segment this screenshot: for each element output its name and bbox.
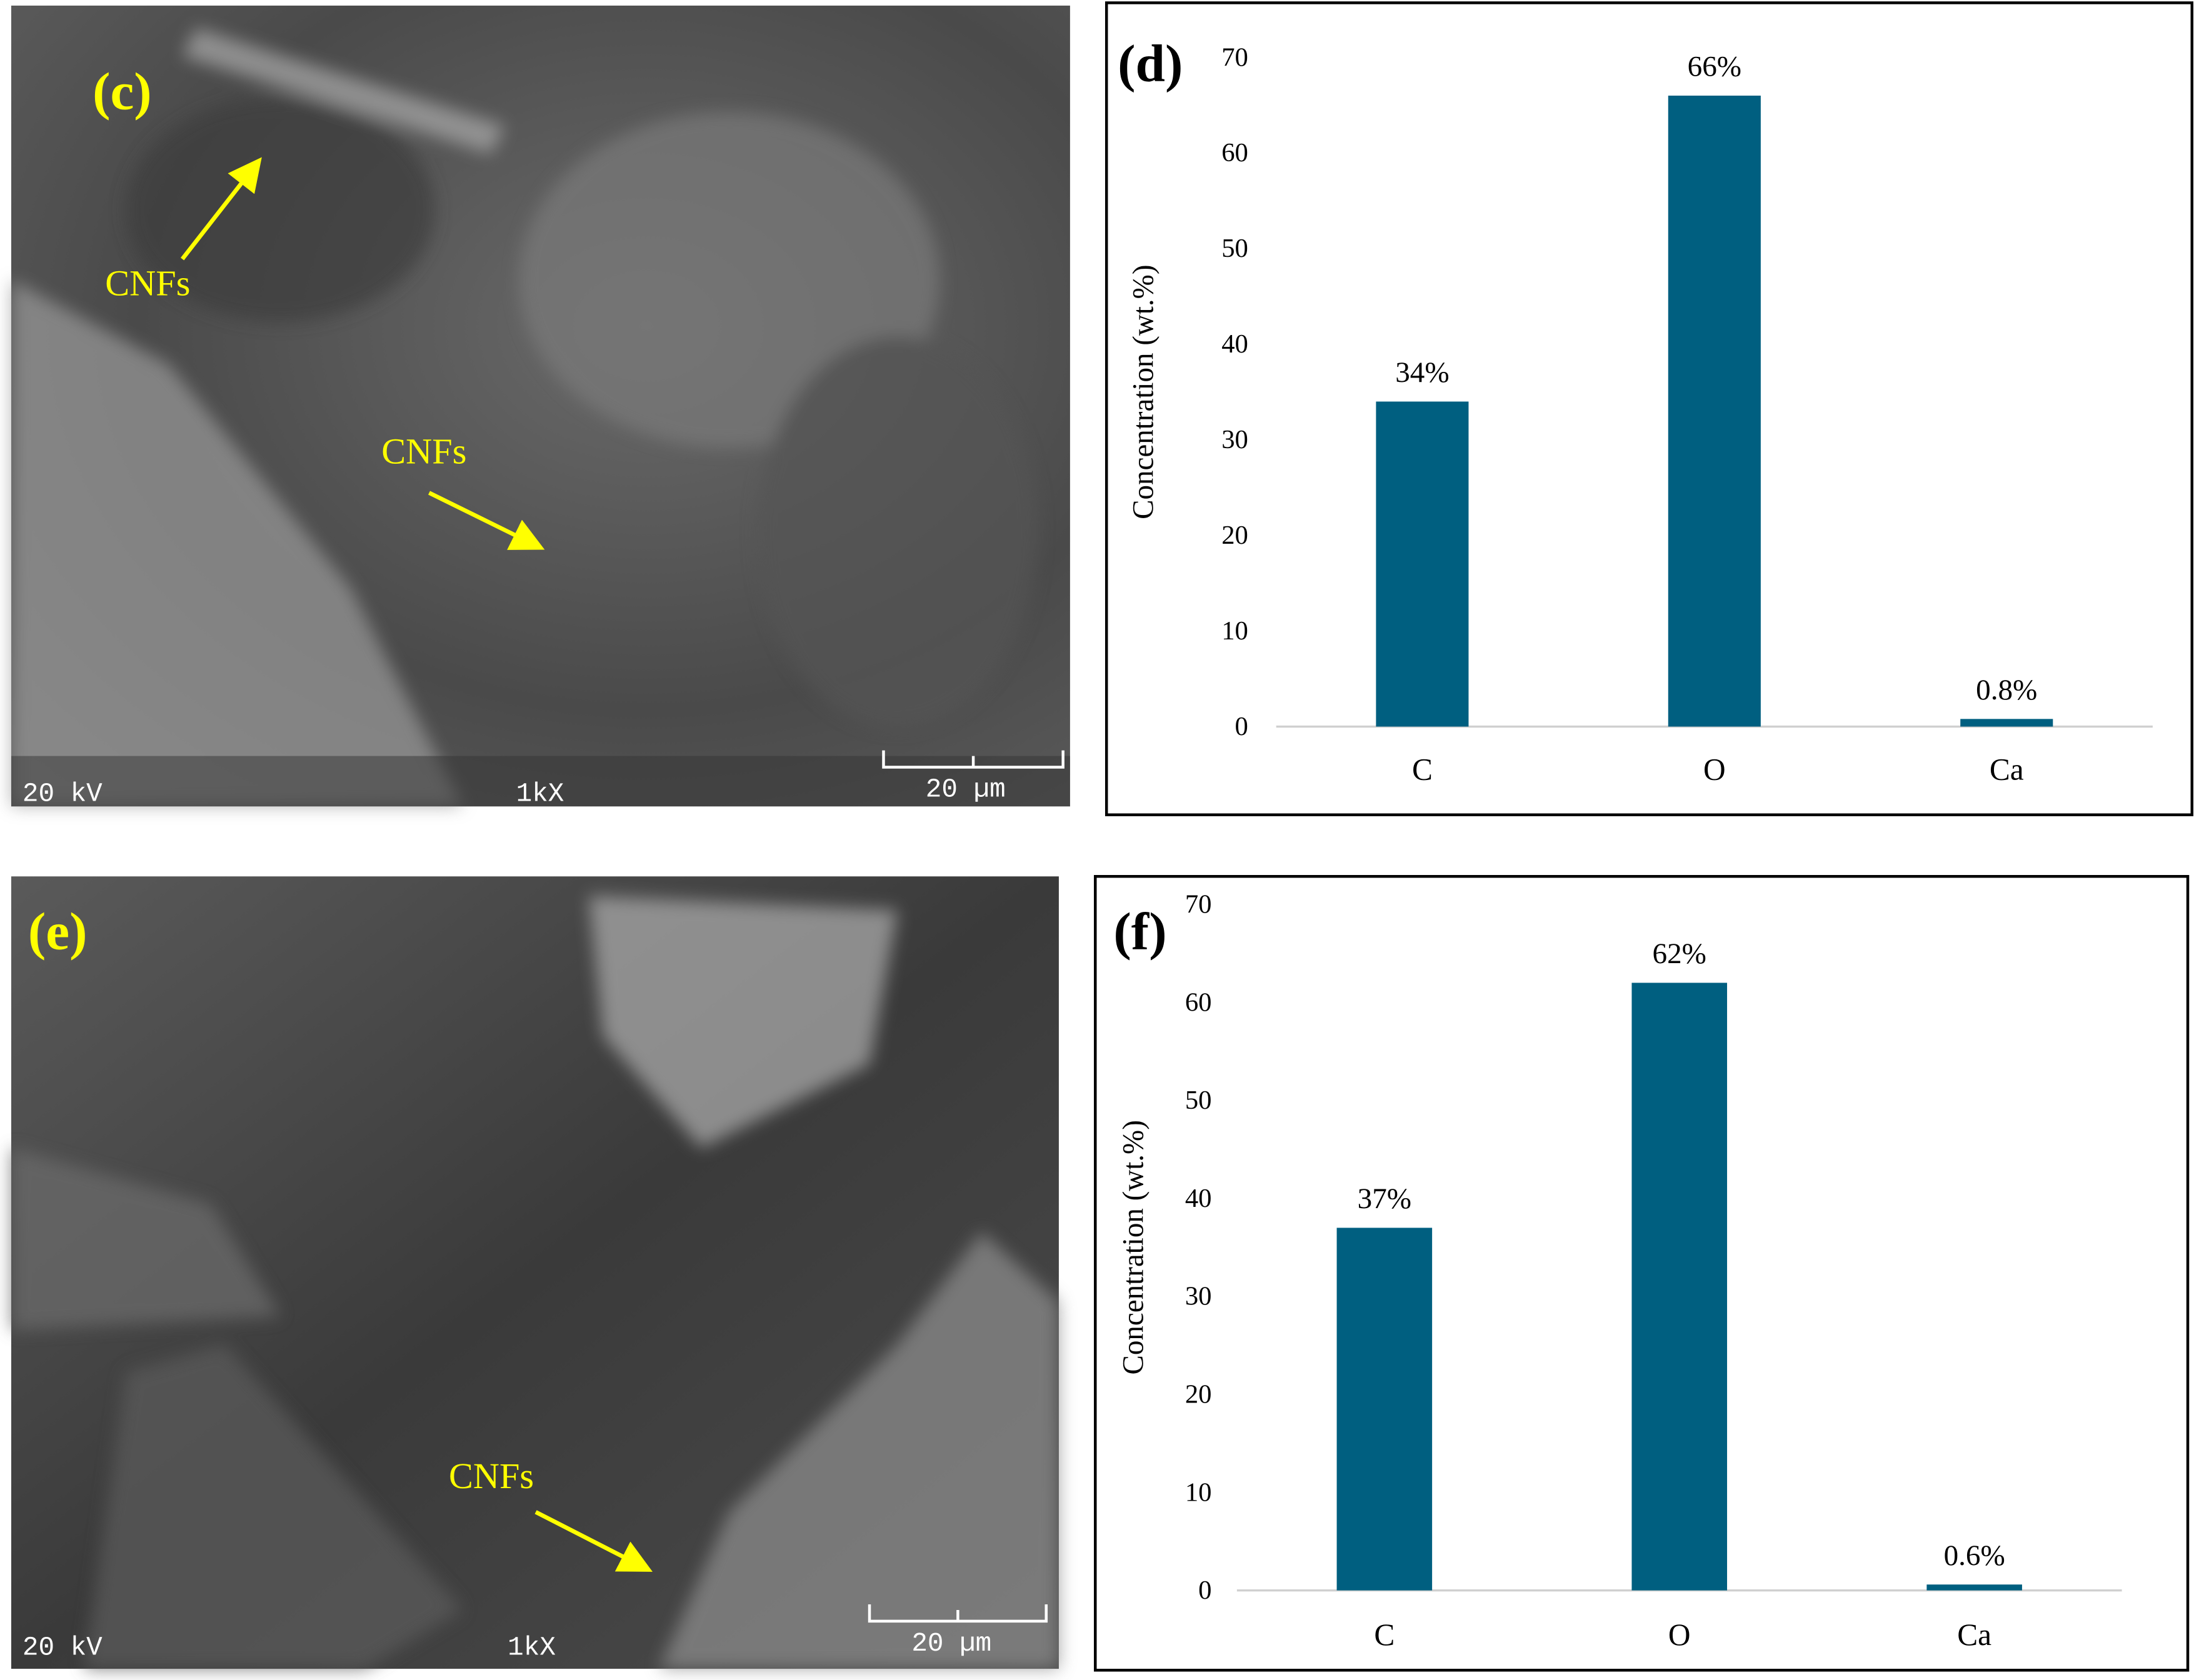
y-tick-label: 0 (1198, 1576, 1211, 1605)
panel-label: (e) (28, 902, 88, 961)
x-tick-label: C (1374, 1618, 1395, 1652)
y-tick-label: 50 (1185, 1086, 1212, 1115)
bar (1631, 982, 1728, 1591)
value-label: 62% (1653, 938, 1706, 970)
bar (1376, 401, 1469, 727)
x-tick-label: O (1668, 1618, 1691, 1652)
bar (1960, 719, 2053, 727)
x-tick-label: C (1412, 752, 1433, 787)
magnification: 1kX (508, 1633, 556, 1663)
y-tick-label: 30 (1185, 1282, 1212, 1311)
voltage: 20 kV (23, 1633, 103, 1663)
sem-image-c: (c) CNFs CNFs 20 kV 1kX 20 µm (11, 5, 1070, 809)
value-label: 37% (1358, 1182, 1411, 1215)
scale-bar-label: 20 µm (926, 775, 1006, 805)
y-tick-label: 60 (1185, 988, 1212, 1017)
y-tick-label: 40 (1221, 329, 1248, 359)
chart-title: (d) (1118, 34, 1183, 93)
value-label: 34% (1395, 356, 1449, 389)
chart-frame (1105, 1, 2194, 816)
annotation: CNFs (381, 431, 466, 471)
arrow (181, 157, 262, 261)
sem-image-e: (e) CNFs 20 kV 1kX 20 µm (11, 876, 1059, 1669)
y-tick-label: 20 (1185, 1380, 1212, 1409)
chart-title: (f) (1113, 902, 1166, 961)
y-tick-label: 70 (1185, 890, 1212, 919)
bar (1336, 1228, 1433, 1591)
bar (1926, 1584, 2022, 1591)
panel-label: (c) (93, 62, 152, 121)
value-label: 0.8% (1976, 674, 2037, 706)
x-tick-label: O (1703, 752, 1726, 787)
y-tick-label: 10 (1185, 1478, 1212, 1507)
arrow (428, 491, 545, 550)
scale-bar-label: 20 µm (911, 1629, 991, 1659)
arrow (534, 1510, 653, 1572)
value-label: 0.6% (1944, 1539, 2005, 1572)
bar (1668, 96, 1761, 727)
annotation: CNFs (449, 1456, 534, 1496)
y-tick-label: 30 (1221, 425, 1248, 454)
y-tick-label: 60 (1221, 138, 1248, 168)
y-tick-label: 70 (1221, 42, 1248, 72)
annotation: CNFs (105, 263, 190, 304)
y-axis-label: Concentration (wt.%) (1127, 264, 1160, 519)
scale-bar (882, 750, 1064, 769)
y-tick-label: 0 (1235, 712, 1248, 741)
magnification: 1kX (516, 779, 564, 809)
y-tick-label: 50 (1221, 234, 1248, 263)
y-axis-label: Concentration (wt.%) (1118, 1120, 1150, 1374)
value-label: 66% (1688, 51, 1741, 83)
y-tick-label: 20 (1221, 521, 1248, 550)
x-tick-label: Ca (1990, 752, 2024, 787)
chart-frame (1094, 875, 2190, 1672)
x-tick-label: Ca (1957, 1618, 1991, 1652)
scale-bar (868, 1604, 1048, 1623)
y-tick-label: 40 (1185, 1184, 1212, 1213)
y-tick-label: 10 (1221, 616, 1248, 646)
voltage: 20 kV (23, 779, 103, 809)
